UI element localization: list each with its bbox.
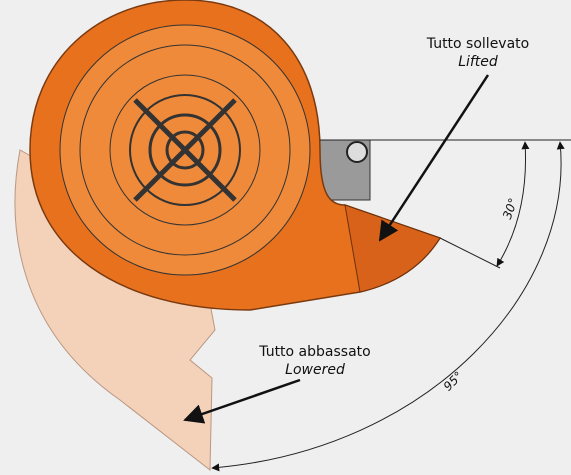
label: Lifted <box>458 54 498 70</box>
diagram: Tutto sollevato Lifted Tutto abbassato L… <box>0 0 571 475</box>
label: Lowered <box>285 362 345 378</box>
pivot <box>347 142 367 162</box>
label: Tutto sollevato <box>426 36 529 52</box>
label: Tutto abbassato <box>258 344 370 360</box>
page: Tutto sollevato Lifted Tutto abbassato L… <box>0 0 571 475</box>
